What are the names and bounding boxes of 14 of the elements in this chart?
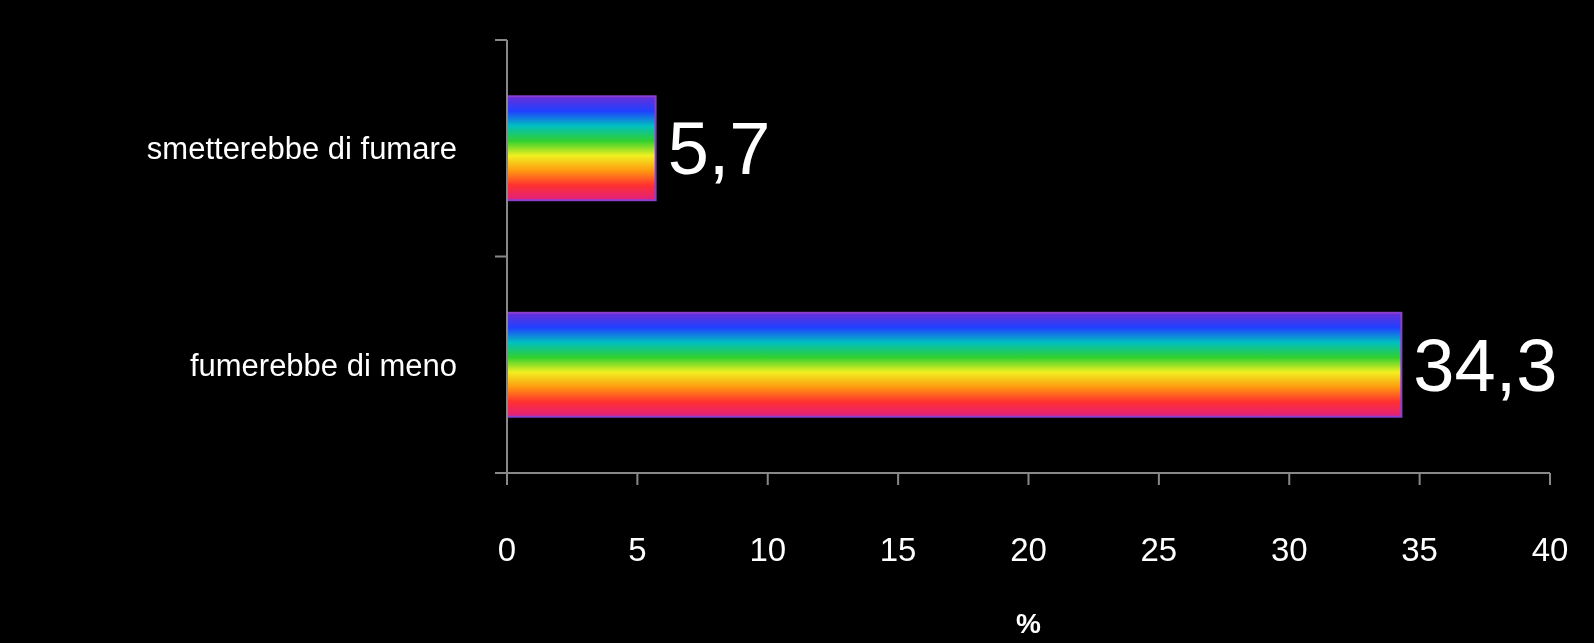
x-axis-title: % — [1016, 608, 1042, 639]
x-tick-label: 35 — [1401, 531, 1438, 568]
x-tick-label: 15 — [879, 531, 917, 568]
x-tick-label: 10 — [749, 531, 787, 568]
y-tick-label: smetterebbe di fumare — [146, 131, 457, 167]
x-tick-label: 30 — [1270, 531, 1308, 568]
data-label: 5,7 — [667, 107, 771, 191]
x-tick-label: 25 — [1140, 531, 1178, 568]
x-tick-label: 5 — [628, 531, 647, 568]
x-tick-label: 20 — [1010, 531, 1047, 568]
data-label: 34,3 — [1413, 323, 1558, 407]
x-tick-label: 0 — [497, 531, 517, 568]
y-tick-label: fumerebbe di meno — [189, 347, 457, 383]
x-tick-label: 40 — [1531, 531, 1569, 568]
